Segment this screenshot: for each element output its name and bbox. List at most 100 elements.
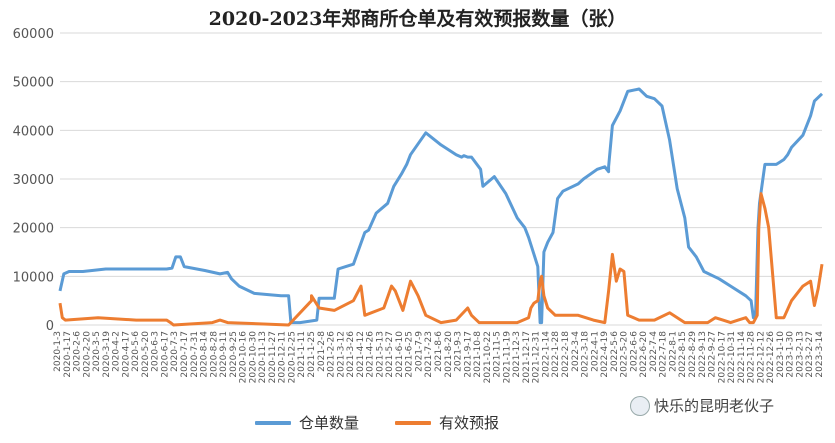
x-tick-label: 2021-6-10 (395, 331, 405, 378)
x-tick-label: 2023-2-27 (805, 331, 815, 378)
legend-item-forecast: 有效预报 (395, 412, 499, 433)
x-tick-label: 2021-12-17 (522, 331, 532, 383)
x-tick-label: 2022-6-20 (639, 331, 649, 378)
y-tick-label: 20000 (13, 222, 54, 237)
legend: 仓单数量 有效预报 (255, 412, 535, 433)
y-tick-label: 60000 (13, 27, 54, 42)
x-tick-label: 2021-11-19 (502, 331, 512, 384)
legend-label-forecast: 有效预报 (439, 414, 500, 432)
x-tick-label: 2020-1-17 (63, 331, 73, 378)
x-tick-label: 2022-3-18 (581, 331, 591, 378)
x-tick-label: 2020-7-17 (180, 331, 190, 378)
x-tick-label: 2020-9-25 (229, 331, 239, 378)
x-tick-label: 2021-9-3 (454, 331, 464, 372)
x-tick-label: 2022-7-4 (649, 331, 659, 372)
x-tick-label: 2021-7-9 (414, 331, 424, 372)
wechat-avatar-icon (630, 395, 650, 416)
x-tick-label: 2022-2-18 (561, 331, 571, 378)
x-tick-label: 2021-2-8 (317, 331, 327, 372)
grid-lines (60, 32, 822, 326)
legend-swatch-orange (395, 420, 432, 425)
x-tick-label: 2022-6-6 (629, 331, 639, 372)
legend-item-warehouse: 仓单数量 (255, 412, 359, 433)
x-tick-label: 2020-10-30 (248, 331, 258, 384)
legend-label-warehouse: 仓单数量 (299, 414, 360, 432)
x-tick-label: 2020-11-27 (268, 331, 278, 383)
x-tick-label: 2022-11-14 (737, 331, 747, 384)
x-tick-label: 2020-3-5 (92, 331, 102, 372)
y-tick-label: 0 (46, 319, 54, 334)
x-tick-label: 2021-3-26 (346, 331, 356, 378)
x-tick-label: 2021-5-13 (375, 331, 385, 378)
x-tick-label: 2022-1-28 (551, 331, 561, 378)
x-tick-label: 2020-6-17 (160, 331, 170, 378)
x-tick-label: 2023-2-13 (795, 331, 805, 378)
series-line-warehouse-receipts (58, 87, 824, 325)
x-tick-label: 2020-12-25 (287, 331, 297, 383)
x-tick-label: 2022-5-6 (610, 331, 620, 372)
x-tick-label: 2020-11-13 (258, 331, 268, 383)
x-tick-label: 2020-6-3 (151, 331, 161, 372)
x-tick-label: 2020-8-14 (200, 331, 210, 378)
x-tick-label: 2021-8-6 (434, 331, 444, 372)
x-tick-label: 2021-10-22 (483, 331, 493, 383)
x-tick-label: 2020-1-3 (53, 331, 63, 372)
x-tick-label: 2020-4-17 (121, 331, 131, 378)
x-tick-label: 2022-8-15 (678, 331, 688, 378)
legend-swatch-blue (255, 420, 291, 425)
x-tick-label: 2023-1-30 (786, 331, 796, 378)
y-tick-label: 50000 (13, 76, 54, 91)
x-tick-label: 2020-5-20 (141, 331, 151, 378)
x-tick-label: 2022-11-28 (747, 331, 757, 384)
x-tick-label: 2020-7-31 (190, 331, 200, 378)
x-tick-label: 2021-2-26 (327, 331, 337, 378)
x-tick-label: 2022-7-18 (659, 331, 669, 378)
x-tick-label: 2022-10-17 (717, 331, 727, 383)
x-tick-label: 2023-3-14 (815, 331, 825, 378)
y-axis-ticks: 0 10000 20000 30000 40000 50000 60000 (13, 27, 54, 334)
x-tick-label: 2020-2-6 (73, 331, 83, 372)
x-tick-label: 2020-7-3 (170, 331, 180, 372)
x-tick-label: 2021-1-25 (307, 331, 317, 378)
x-tick-label: 2021-10-8 (473, 331, 483, 378)
x-tick-label: 2022-9-27 (708, 331, 718, 378)
watermark-text: 快乐的昆明老伙子 (654, 397, 775, 415)
x-tick-label: 2021-3-12 (336, 331, 346, 378)
watermark: 快乐的昆明老伙子 (630, 395, 774, 416)
x-tick-label: 2022-1-14 (541, 331, 551, 378)
x-tick-label: 2020-2-20 (82, 331, 92, 378)
x-tick-label: 2020-5-6 (131, 331, 141, 372)
x-axis-ticks: 2020-1-3 2020-1-17 2020-2-6 2020-2-20 2020-3… (53, 331, 825, 384)
y-tick-label: 10000 (13, 270, 54, 285)
x-tick-label: 2021-12-31 (532, 331, 542, 383)
x-tick-label: 2023-1-10 (776, 331, 786, 378)
x-tick-label: 2021-6-25 (405, 331, 415, 378)
x-tick-label: 2022-8-29 (688, 331, 698, 378)
series-lines (58, 87, 824, 327)
x-tick-label: 2021-8-20 (444, 331, 454, 378)
x-tick-label: 2022-8-1 (668, 331, 678, 372)
x-tick-label: 2021-4-12 (356, 331, 366, 378)
x-tick-label: 2020-3-19 (102, 331, 112, 378)
chart-title: 2020-2023年郑商所仓单及有效预报数量（张） (208, 8, 627, 30)
x-tick-label: 2021-12-3 (512, 331, 522, 378)
x-tick-label: 2021-7-23 (424, 331, 434, 378)
x-tick-label: 2020-8-28 (209, 331, 219, 378)
series-line-valid-forecast (58, 192, 824, 327)
x-tick-label: 2022-4-1 (590, 331, 600, 372)
x-tick-label: 2021-9-17 (463, 331, 473, 378)
x-tick-label: 2022-10-31 (727, 331, 737, 383)
x-tick-label: 2021-1-11 (297, 331, 307, 378)
x-tick-label: 2020-4-2 (112, 331, 122, 372)
x-tick-label: 2021-11-5 (493, 331, 503, 378)
x-tick-label: 2020-10-16 (239, 331, 249, 384)
y-tick-label: 40000 (13, 124, 54, 139)
x-tick-label: 2022-12-12 (756, 331, 766, 383)
x-tick-label: 2022-3-4 (571, 331, 581, 372)
x-tick-label: 2021-5-27 (385, 331, 395, 378)
y-tick-label: 30000 (13, 173, 54, 188)
x-tick-label: 2021-4-26 (366, 331, 376, 378)
x-tick-label: 2022-5-20 (620, 331, 630, 378)
x-tick-label: 2022-4-19 (600, 331, 610, 378)
